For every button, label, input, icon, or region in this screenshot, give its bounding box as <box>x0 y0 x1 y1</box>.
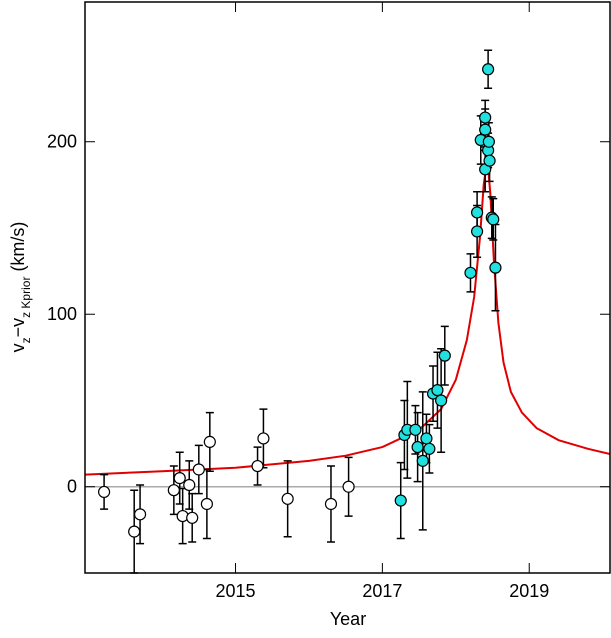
data-point <box>186 511 199 524</box>
data-point <box>479 111 492 124</box>
x-tick-label: 2015 <box>216 581 256 601</box>
data-point <box>438 349 451 362</box>
x-tick-label: 2019 <box>509 581 549 601</box>
data-point <box>394 494 407 507</box>
data-point <box>487 213 500 226</box>
data-point <box>281 492 294 505</box>
y-tick-label: 200 <box>47 132 77 152</box>
data-point <box>482 135 495 148</box>
y-axis-title: vz−vz Kprior (km/s) <box>8 222 33 353</box>
y-axis-title-part: −v <box>8 318 28 338</box>
data-point <box>324 497 338 511</box>
x-tick-label: 2017 <box>362 581 402 601</box>
data-point <box>411 440 424 454</box>
data-point <box>464 266 477 279</box>
data-point <box>251 459 264 473</box>
y-axis-title-part: (km/s) <box>8 222 28 277</box>
y-axis-title-part: z Kprior <box>19 277 33 318</box>
data-point <box>483 154 496 167</box>
y-axis-title-part: v <box>8 343 28 352</box>
data-point <box>420 432 433 445</box>
plot-frame <box>84 1 611 574</box>
data-point <box>133 508 147 521</box>
data-point <box>203 435 216 448</box>
data-point <box>482 63 495 76</box>
data-point <box>192 463 205 476</box>
data-point <box>423 442 436 455</box>
data-point <box>183 478 196 492</box>
data-point <box>257 432 270 445</box>
x-axis-title: Year <box>330 609 366 629</box>
data-point <box>431 384 444 397</box>
y-axis-title-part: z <box>19 337 33 343</box>
data-point <box>342 480 355 493</box>
data-point <box>489 261 502 274</box>
data-point <box>479 123 492 136</box>
data-point <box>97 485 111 499</box>
data-point <box>435 394 448 407</box>
data-point <box>200 497 213 511</box>
data-point <box>409 423 422 436</box>
y-tick-label: 100 <box>47 304 77 324</box>
data-point <box>128 525 141 538</box>
data-point <box>470 206 484 219</box>
data-point <box>173 472 186 485</box>
model-line <box>85 158 610 476</box>
data-point <box>167 484 180 497</box>
data-point <box>470 225 484 238</box>
y-tick-label: 0 <box>67 477 77 497</box>
data-point <box>416 454 429 467</box>
